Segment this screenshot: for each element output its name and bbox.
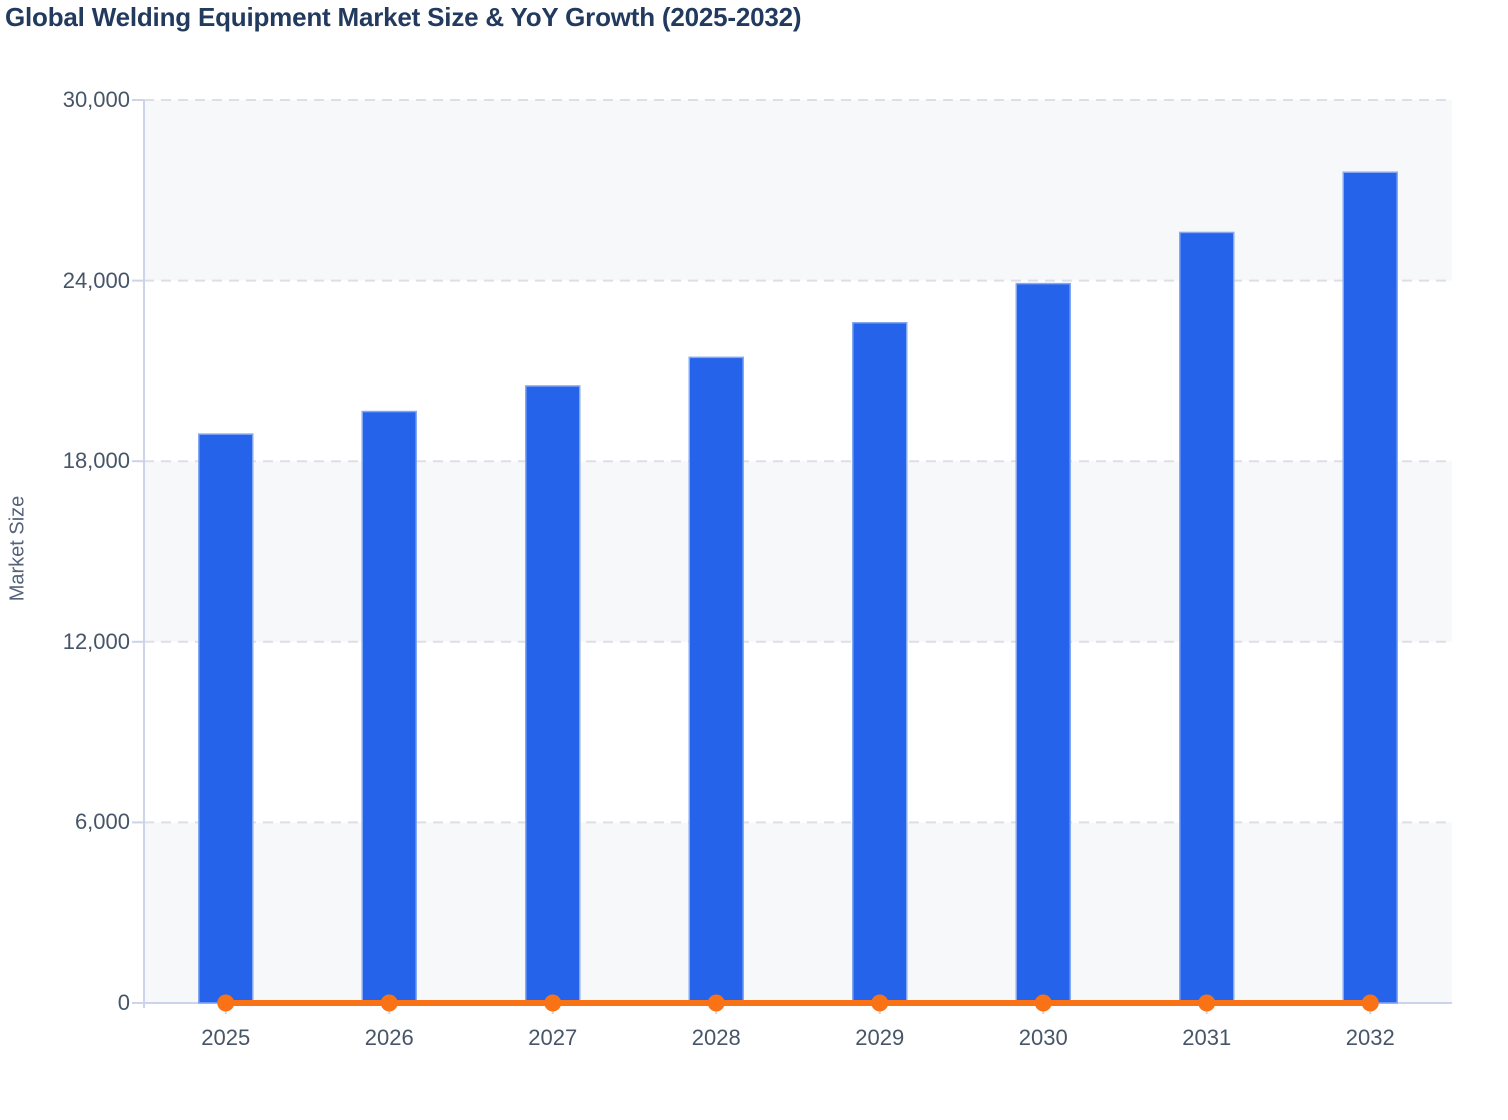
yoy-marker-2031[interactable] — [1198, 994, 1216, 1012]
x-tick-label: 2029 — [855, 1025, 905, 1050]
bar-2026[interactable] — [361, 410, 417, 1004]
x-tick-label: 2031 — [1182, 1025, 1232, 1050]
x-tick-label: 2026 — [364, 1025, 414, 1050]
plot-band — [144, 100, 1452, 281]
yoy-marker-2027[interactable] — [544, 994, 562, 1012]
x-tick-label: 2027 — [528, 1025, 578, 1050]
bar-2028[interactable] — [688, 356, 744, 1004]
yoy-marker-2026[interactable] — [380, 994, 398, 1012]
y-tick-label: 6,000 — [74, 809, 130, 835]
plot-band — [144, 822, 1452, 1003]
plot-band — [144, 461, 1452, 642]
chart-title: Global Welding Equipment Market Size & Y… — [5, 2, 802, 32]
yoy-marker-2030[interactable] — [1034, 994, 1052, 1012]
y-tick-label: 24,000 — [62, 267, 130, 293]
x-tick-label: 2030 — [1018, 1025, 1068, 1050]
bar-2031[interactable] — [1179, 231, 1235, 1004]
x-tick-label: 2025 — [201, 1025, 251, 1050]
x-tick-label: 2028 — [691, 1025, 741, 1050]
y-tick-label: 18,000 — [62, 448, 130, 474]
y-tick-label: 12,000 — [62, 628, 130, 654]
bar-2029[interactable] — [852, 321, 908, 1004]
yoy-marker-2025[interactable] — [217, 994, 235, 1012]
bar-2025[interactable] — [198, 433, 254, 1004]
bar-2030[interactable] — [1015, 282, 1071, 1004]
yoy-marker-2029[interactable] — [871, 994, 889, 1012]
yoy-marker-2032[interactable] — [1361, 994, 1379, 1012]
bar-2027[interactable] — [525, 385, 581, 1004]
y-tick-label: 0 — [117, 990, 130, 1015]
x-tick-label: 2032 — [1345, 1025, 1395, 1050]
bar-2032[interactable] — [1342, 171, 1398, 1004]
yoy-marker-2028[interactable] — [707, 994, 725, 1012]
y-tick-label: 30,000 — [62, 87, 130, 112]
